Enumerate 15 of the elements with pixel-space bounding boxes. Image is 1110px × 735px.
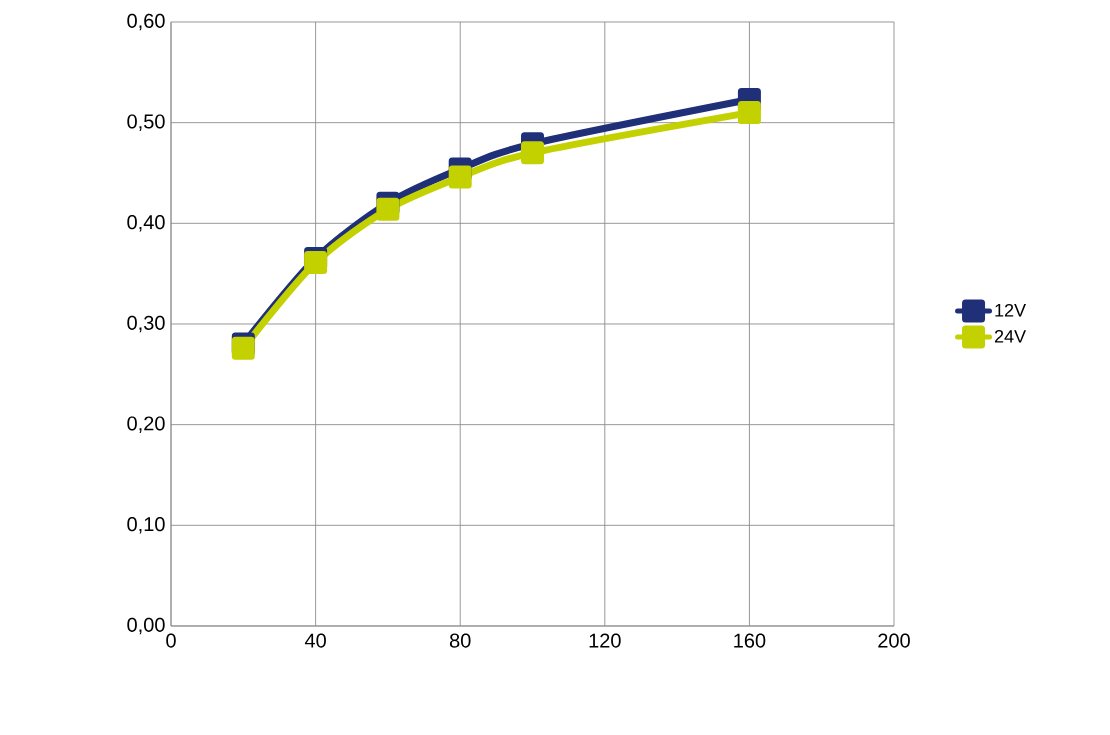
x-tick-label: 80: [449, 633, 471, 648]
legend-label: 12V: [995, 303, 1026, 317]
y-tick-label: 0,20: [127, 416, 165, 433]
x-tick-label: 200: [878, 633, 910, 648]
y-tick-label: 0,60: [127, 13, 165, 31]
x-tick-label: 120: [589, 633, 621, 648]
legend-label: 24V: [994, 329, 1026, 343]
y-tick-label: 0,10: [127, 517, 165, 534]
y-tick-label: 0,30: [127, 315, 165, 333]
x-tick-label: 0: [166, 633, 176, 648]
x-tick-label: 160: [734, 633, 766, 648]
x-tick-label: 40: [304, 633, 326, 648]
y-tick-label: 0,50: [127, 114, 165, 131]
y-tick-label: 0,00: [127, 617, 165, 635]
y-tick-label: 0,40: [127, 215, 165, 232]
